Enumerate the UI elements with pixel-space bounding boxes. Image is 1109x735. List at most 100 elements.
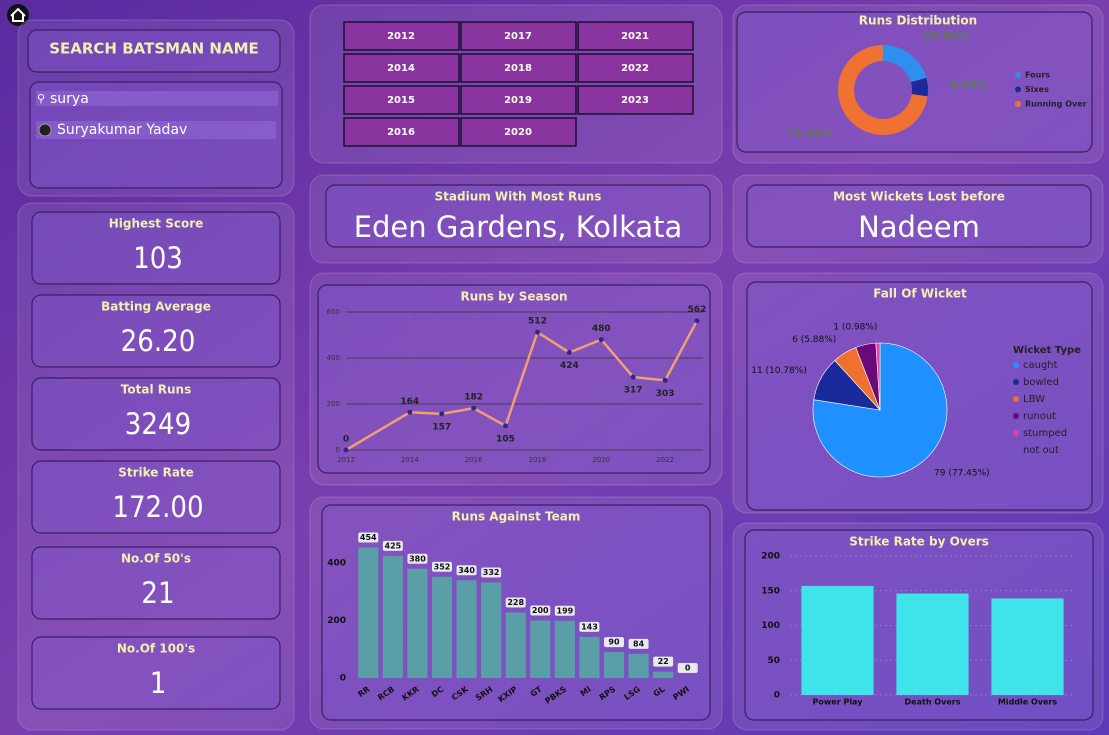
slicer-option-bg[interactable] [36, 121, 276, 139]
card-value: Nadeem [858, 210, 980, 244]
slice [910, 77, 929, 97]
kpi-box [31, 546, 281, 620]
data-label-bg [407, 553, 428, 564]
year-button[interactable] [460, 117, 577, 147]
year-label: 2012 [387, 31, 415, 42]
panel [309, 272, 723, 486]
data-label: 424 [560, 361, 579, 371]
kpi-label: Batting Average [101, 300, 211, 314]
x-tick-label: Middle Overs [998, 698, 1057, 707]
year-button[interactable] [577, 85, 694, 115]
card-value: Eden Gardens, Kolkata [354, 210, 683, 244]
year-label: 2023 [621, 95, 649, 106]
data-label: 0 [343, 435, 349, 445]
data-label: 512 [528, 317, 547, 327]
x-tick-label: 2012 [337, 456, 355, 464]
legend-swatch [1015, 72, 1021, 78]
legend-swatch [1013, 447, 1019, 453]
y-tick-label: 150 [761, 586, 780, 596]
point [343, 447, 349, 453]
chart-title: Strike Rate by Overs [849, 535, 989, 549]
kpi-box [31, 460, 281, 534]
point [566, 349, 572, 355]
radio[interactable] [38, 123, 52, 137]
legend-label: Fours [1025, 71, 1050, 80]
legend-label: stumped [1023, 428, 1067, 439]
y-tick-label: 200 [327, 400, 340, 408]
point [694, 318, 700, 324]
point [503, 423, 509, 429]
bar [801, 585, 874, 695]
year-button[interactable] [343, 53, 460, 83]
data-label: 1 (0.98%) [833, 323, 877, 333]
kpi-box [31, 211, 281, 285]
data-label: 6 (5.88%) [792, 335, 836, 345]
data-label: 380 [409, 554, 426, 563]
data-label: 164 [400, 397, 419, 407]
data-label: 105 [496, 434, 515, 444]
data-label: 11 (10.78%) [751, 366, 807, 376]
panel [732, 174, 1104, 264]
bar [505, 612, 526, 678]
y-tick-label: 100 [761, 621, 780, 631]
legend-swatch [1013, 413, 1019, 419]
kpi-value: 103 [133, 241, 183, 275]
bar [431, 576, 453, 678]
kpi-label: Strike Rate [118, 466, 194, 480]
legend-label: Sixes [1025, 85, 1049, 94]
data-label: 90 [608, 638, 620, 647]
data-label: 340 [458, 566, 475, 575]
search-title-box [27, 29, 281, 73]
point [598, 337, 604, 343]
kpi-label: No.Of 50's [121, 552, 191, 566]
year-button[interactable] [577, 21, 694, 51]
year-button[interactable] [460, 53, 577, 83]
chart-title: Runs by Season [460, 290, 567, 304]
chart-title: Fall Of Wicket [873, 287, 967, 301]
legend-label: runout [1023, 411, 1056, 422]
y-tick-label: 200 [327, 616, 346, 626]
data-label: 20.86% [923, 30, 969, 43]
legend-swatch [1015, 101, 1021, 107]
card-box [325, 184, 711, 248]
y-tick-label: 0 [336, 446, 340, 454]
year-label: 2016 [387, 127, 415, 138]
data-label: 425 [385, 541, 402, 550]
y-tick-label: 0 [774, 691, 780, 701]
data-label-bg [653, 656, 674, 667]
data-label-bg [382, 540, 403, 551]
legend-swatch [1013, 379, 1019, 385]
year-button[interactable] [343, 21, 460, 51]
point [534, 329, 540, 335]
slice [838, 45, 928, 135]
chart-box [317, 284, 711, 474]
data-label: 157 [432, 422, 451, 432]
y-tick-label: 200 [761, 552, 780, 562]
x-tick-label: Power Play [813, 698, 864, 707]
year-button[interactable] [460, 85, 577, 115]
year-label: 2014 [387, 63, 415, 74]
year-button[interactable] [343, 117, 460, 147]
search-input[interactable] [36, 91, 278, 106]
data-label: 562 [688, 305, 707, 315]
search-title: SEARCH BATSMAN NAME [49, 40, 259, 58]
point [471, 405, 477, 411]
slicer-option: Suryakumar Yadav [57, 122, 187, 138]
year-button[interactable] [577, 53, 694, 83]
bar [579, 636, 600, 678]
year-label: 2020 [504, 127, 532, 138]
point [439, 411, 445, 417]
data-label: 332 [483, 568, 500, 577]
kpi-value: 3249 [125, 407, 191, 441]
data-label-bg [530, 605, 551, 616]
bar [382, 555, 403, 678]
legend-label: not out [1023, 445, 1059, 456]
y-tick-label: 600 [327, 308, 340, 316]
home-icon[interactable] [7, 4, 29, 26]
year-button[interactable] [343, 85, 460, 115]
data-label: 0 [685, 664, 691, 673]
bar [603, 652, 625, 678]
year-button[interactable] [460, 21, 577, 51]
y-tick-label: 0 [340, 674, 346, 684]
